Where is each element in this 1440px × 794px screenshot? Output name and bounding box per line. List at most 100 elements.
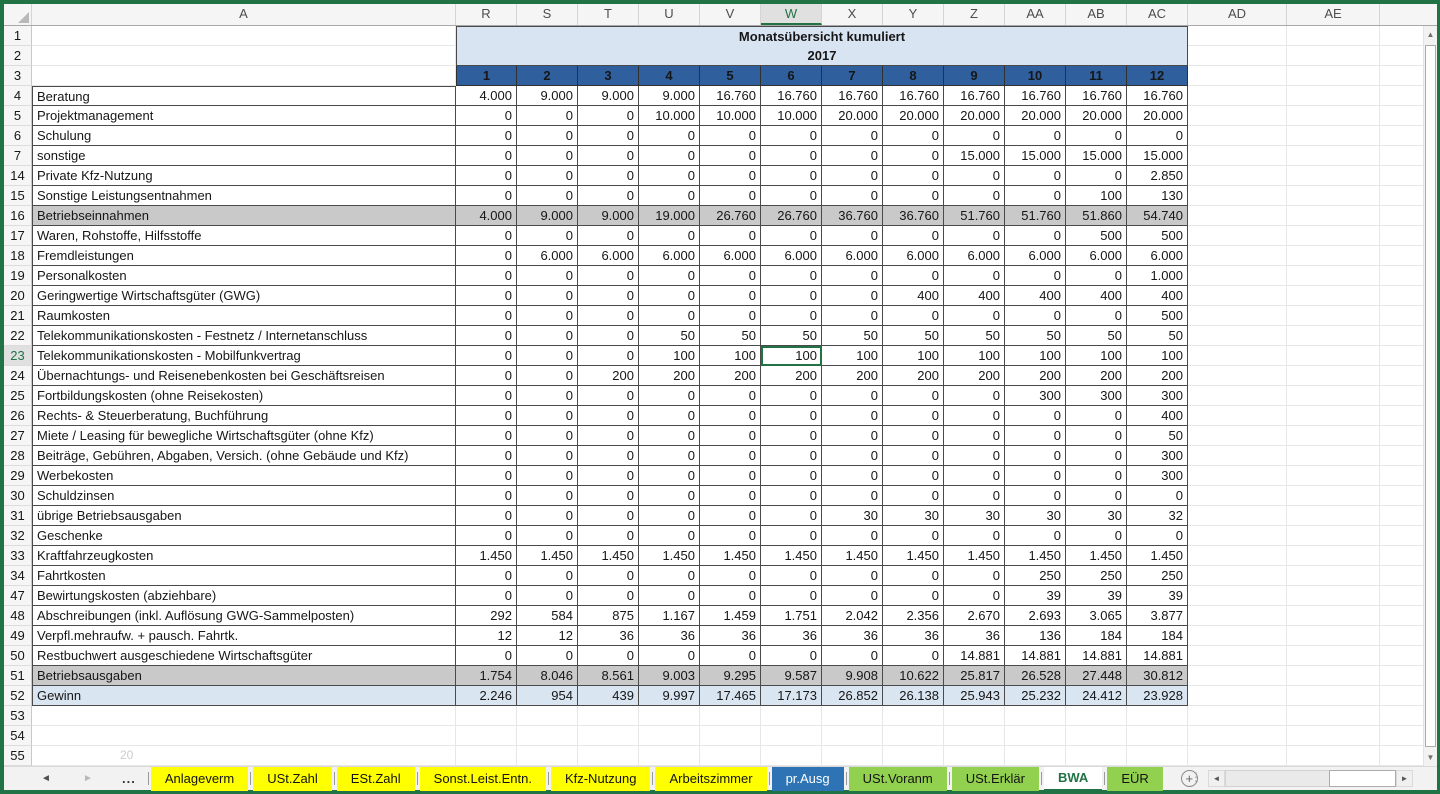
value-cell[interactable]: 0 (578, 346, 639, 366)
value-cell[interactable]: 0 (761, 566, 822, 586)
value-cell[interactable]: 0 (761, 446, 822, 466)
cell-empty[interactable] (1188, 106, 1287, 126)
value-cell[interactable]: 292 (456, 606, 517, 626)
value-cell[interactable]: 0 (1066, 426, 1127, 446)
value-cell[interactable]: 14.881 (1127, 646, 1188, 666)
value-cell[interactable]: 4.000 (456, 206, 517, 226)
value-cell[interactable]: 6.000 (1005, 246, 1066, 266)
cell-empty[interactable] (1188, 86, 1287, 106)
value-cell[interactable]: 0 (1005, 426, 1066, 446)
value-cell[interactable]: 200 (822, 366, 883, 386)
value-cell[interactable]: 0 (822, 486, 883, 506)
value-cell[interactable]: 30.812 (1127, 666, 1188, 686)
row-header-49[interactable]: 49 (4, 626, 32, 646)
value-cell[interactable]: 0 (578, 446, 639, 466)
cell-empty[interactable] (1287, 686, 1380, 706)
value-cell[interactable]: 1.450 (883, 546, 944, 566)
cell-empty[interactable] (1287, 346, 1380, 366)
cell-empty[interactable] (944, 706, 1005, 726)
value-cell[interactable]: 200 (1127, 366, 1188, 386)
cell-empty[interactable] (456, 746, 517, 766)
value-cell[interactable]: 0 (456, 586, 517, 606)
cell-empty[interactable] (1127, 706, 1188, 726)
scroll-left-icon[interactable]: ◄ (1208, 770, 1225, 787)
value-cell[interactable]: 36.760 (822, 206, 883, 226)
cell-empty[interactable] (1287, 666, 1380, 686)
cell-empty[interactable] (1287, 706, 1380, 726)
row-header-54[interactable]: 54 (4, 726, 32, 746)
row-header-24[interactable]: 24 (4, 366, 32, 386)
value-cell[interactable]: 0 (578, 426, 639, 446)
value-cell[interactable]: 0 (1005, 446, 1066, 466)
cell-empty[interactable] (1287, 526, 1380, 546)
value-cell[interactable]: 0 (456, 426, 517, 446)
add-sheet-icon[interactable]: + (1180, 770, 1198, 787)
value-cell[interactable]: 0 (578, 566, 639, 586)
value-cell[interactable]: 200 (578, 366, 639, 386)
row-header-3[interactable]: 3 (4, 66, 32, 86)
row-header-15[interactable]: 15 (4, 186, 32, 206)
cell-empty[interactable] (883, 746, 944, 766)
row-label[interactable]: Kraftfahrzeugkosten (32, 546, 456, 566)
value-cell[interactable]: 27.448 (1066, 666, 1127, 686)
column-header-U[interactable]: U (639, 4, 700, 25)
cell-empty[interactable] (517, 706, 578, 726)
cell-empty[interactable] (1287, 726, 1380, 746)
value-cell[interactable]: 1.450 (944, 546, 1005, 566)
value-cell[interactable]: 0 (700, 146, 761, 166)
value-cell[interactable]: 0 (944, 406, 1005, 426)
value-cell[interactable]: 0 (517, 406, 578, 426)
column-header-AA[interactable]: AA (1005, 4, 1066, 25)
value-cell[interactable]: 9.908 (822, 666, 883, 686)
cell-empty[interactable] (761, 746, 822, 766)
value-cell[interactable]: 875 (578, 606, 639, 626)
value-cell[interactable]: 0 (944, 226, 1005, 246)
value-cell[interactable]: 4.000 (456, 86, 517, 106)
value-cell[interactable]: 100 (1066, 346, 1127, 366)
value-cell[interactable]: 100 (1005, 346, 1066, 366)
column-header-AC[interactable]: AC (1127, 4, 1188, 25)
value-cell[interactable]: 0 (822, 586, 883, 606)
value-cell[interactable]: 100 (944, 346, 1005, 366)
cell-empty[interactable] (1188, 246, 1287, 266)
value-cell[interactable]: 15.000 (1005, 146, 1066, 166)
value-cell[interactable]: 0 (517, 586, 578, 606)
row-header-22[interactable]: 22 (4, 326, 32, 346)
value-cell[interactable]: 0 (883, 446, 944, 466)
value-cell[interactable]: 0 (1066, 526, 1127, 546)
value-cell[interactable]: 300 (1066, 386, 1127, 406)
cell-empty[interactable] (1287, 626, 1380, 646)
value-cell[interactable]: 439 (578, 686, 639, 706)
value-cell[interactable]: 0 (700, 486, 761, 506)
value-cell[interactable]: 36 (883, 626, 944, 646)
cell-empty[interactable] (578, 726, 639, 746)
value-cell[interactable]: 6.000 (578, 246, 639, 266)
value-cell[interactable]: 0 (1005, 526, 1066, 546)
cell-empty[interactable] (1188, 686, 1287, 706)
value-cell[interactable]: 0 (639, 166, 700, 186)
cell-empty[interactable] (1287, 406, 1380, 426)
cell-empty[interactable] (1188, 546, 1287, 566)
value-cell[interactable]: 23.928 (1127, 686, 1188, 706)
cell-empty[interactable] (1287, 646, 1380, 666)
value-cell[interactable]: 39 (1066, 586, 1127, 606)
value-cell[interactable]: 184 (1066, 626, 1127, 646)
value-cell[interactable]: 51.760 (944, 206, 1005, 226)
value-cell[interactable]: 0 (456, 366, 517, 386)
row-label[interactable]: Betriebsausgaben (32, 666, 456, 686)
cell-empty[interactable] (700, 746, 761, 766)
cell-empty[interactable] (944, 726, 1005, 746)
cell-empty[interactable] (1287, 66, 1380, 86)
value-cell[interactable]: 0 (822, 466, 883, 486)
value-cell[interactable]: 0 (944, 486, 1005, 506)
value-cell[interactable]: 25.943 (944, 686, 1005, 706)
value-cell[interactable]: 0 (944, 426, 1005, 446)
column-header-V[interactable]: V (700, 4, 761, 25)
value-cell[interactable]: 0 (578, 166, 639, 186)
value-cell[interactable]: 0 (456, 106, 517, 126)
value-cell[interactable]: 0 (456, 506, 517, 526)
value-cell[interactable]: 0 (578, 126, 639, 146)
month-header-cell[interactable]: 11 (1066, 66, 1127, 86)
scroll-right-icon[interactable]: ► (1396, 770, 1413, 787)
row-header-51[interactable]: 51 (4, 666, 32, 686)
